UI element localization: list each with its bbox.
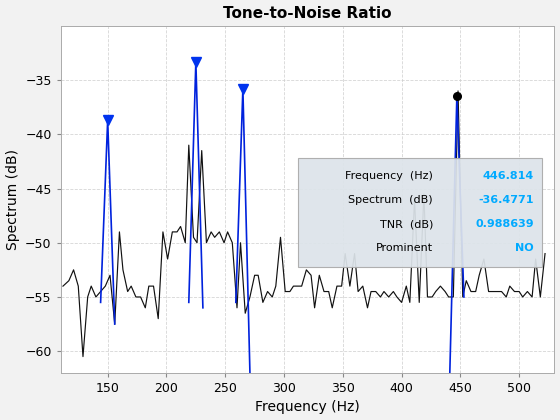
- FancyBboxPatch shape: [298, 158, 542, 267]
- Text: NO: NO: [515, 244, 534, 253]
- X-axis label: Frequency (Hz): Frequency (Hz): [255, 400, 360, 415]
- Title: Tone-to-Noise Ratio: Tone-to-Noise Ratio: [223, 5, 392, 21]
- Text: Spectrum  (dB): Spectrum (dB): [348, 195, 433, 205]
- Y-axis label: Spectrum (dB): Spectrum (dB): [6, 149, 20, 250]
- Text: Frequency  (Hz): Frequency (Hz): [345, 171, 433, 181]
- Text: TNR  (dB): TNR (dB): [380, 219, 433, 229]
- Text: Prominent: Prominent: [376, 244, 433, 253]
- Text: 446.814: 446.814: [483, 171, 534, 181]
- Text: 0.988639: 0.988639: [475, 219, 534, 229]
- Text: -36.4771: -36.4771: [478, 195, 534, 205]
